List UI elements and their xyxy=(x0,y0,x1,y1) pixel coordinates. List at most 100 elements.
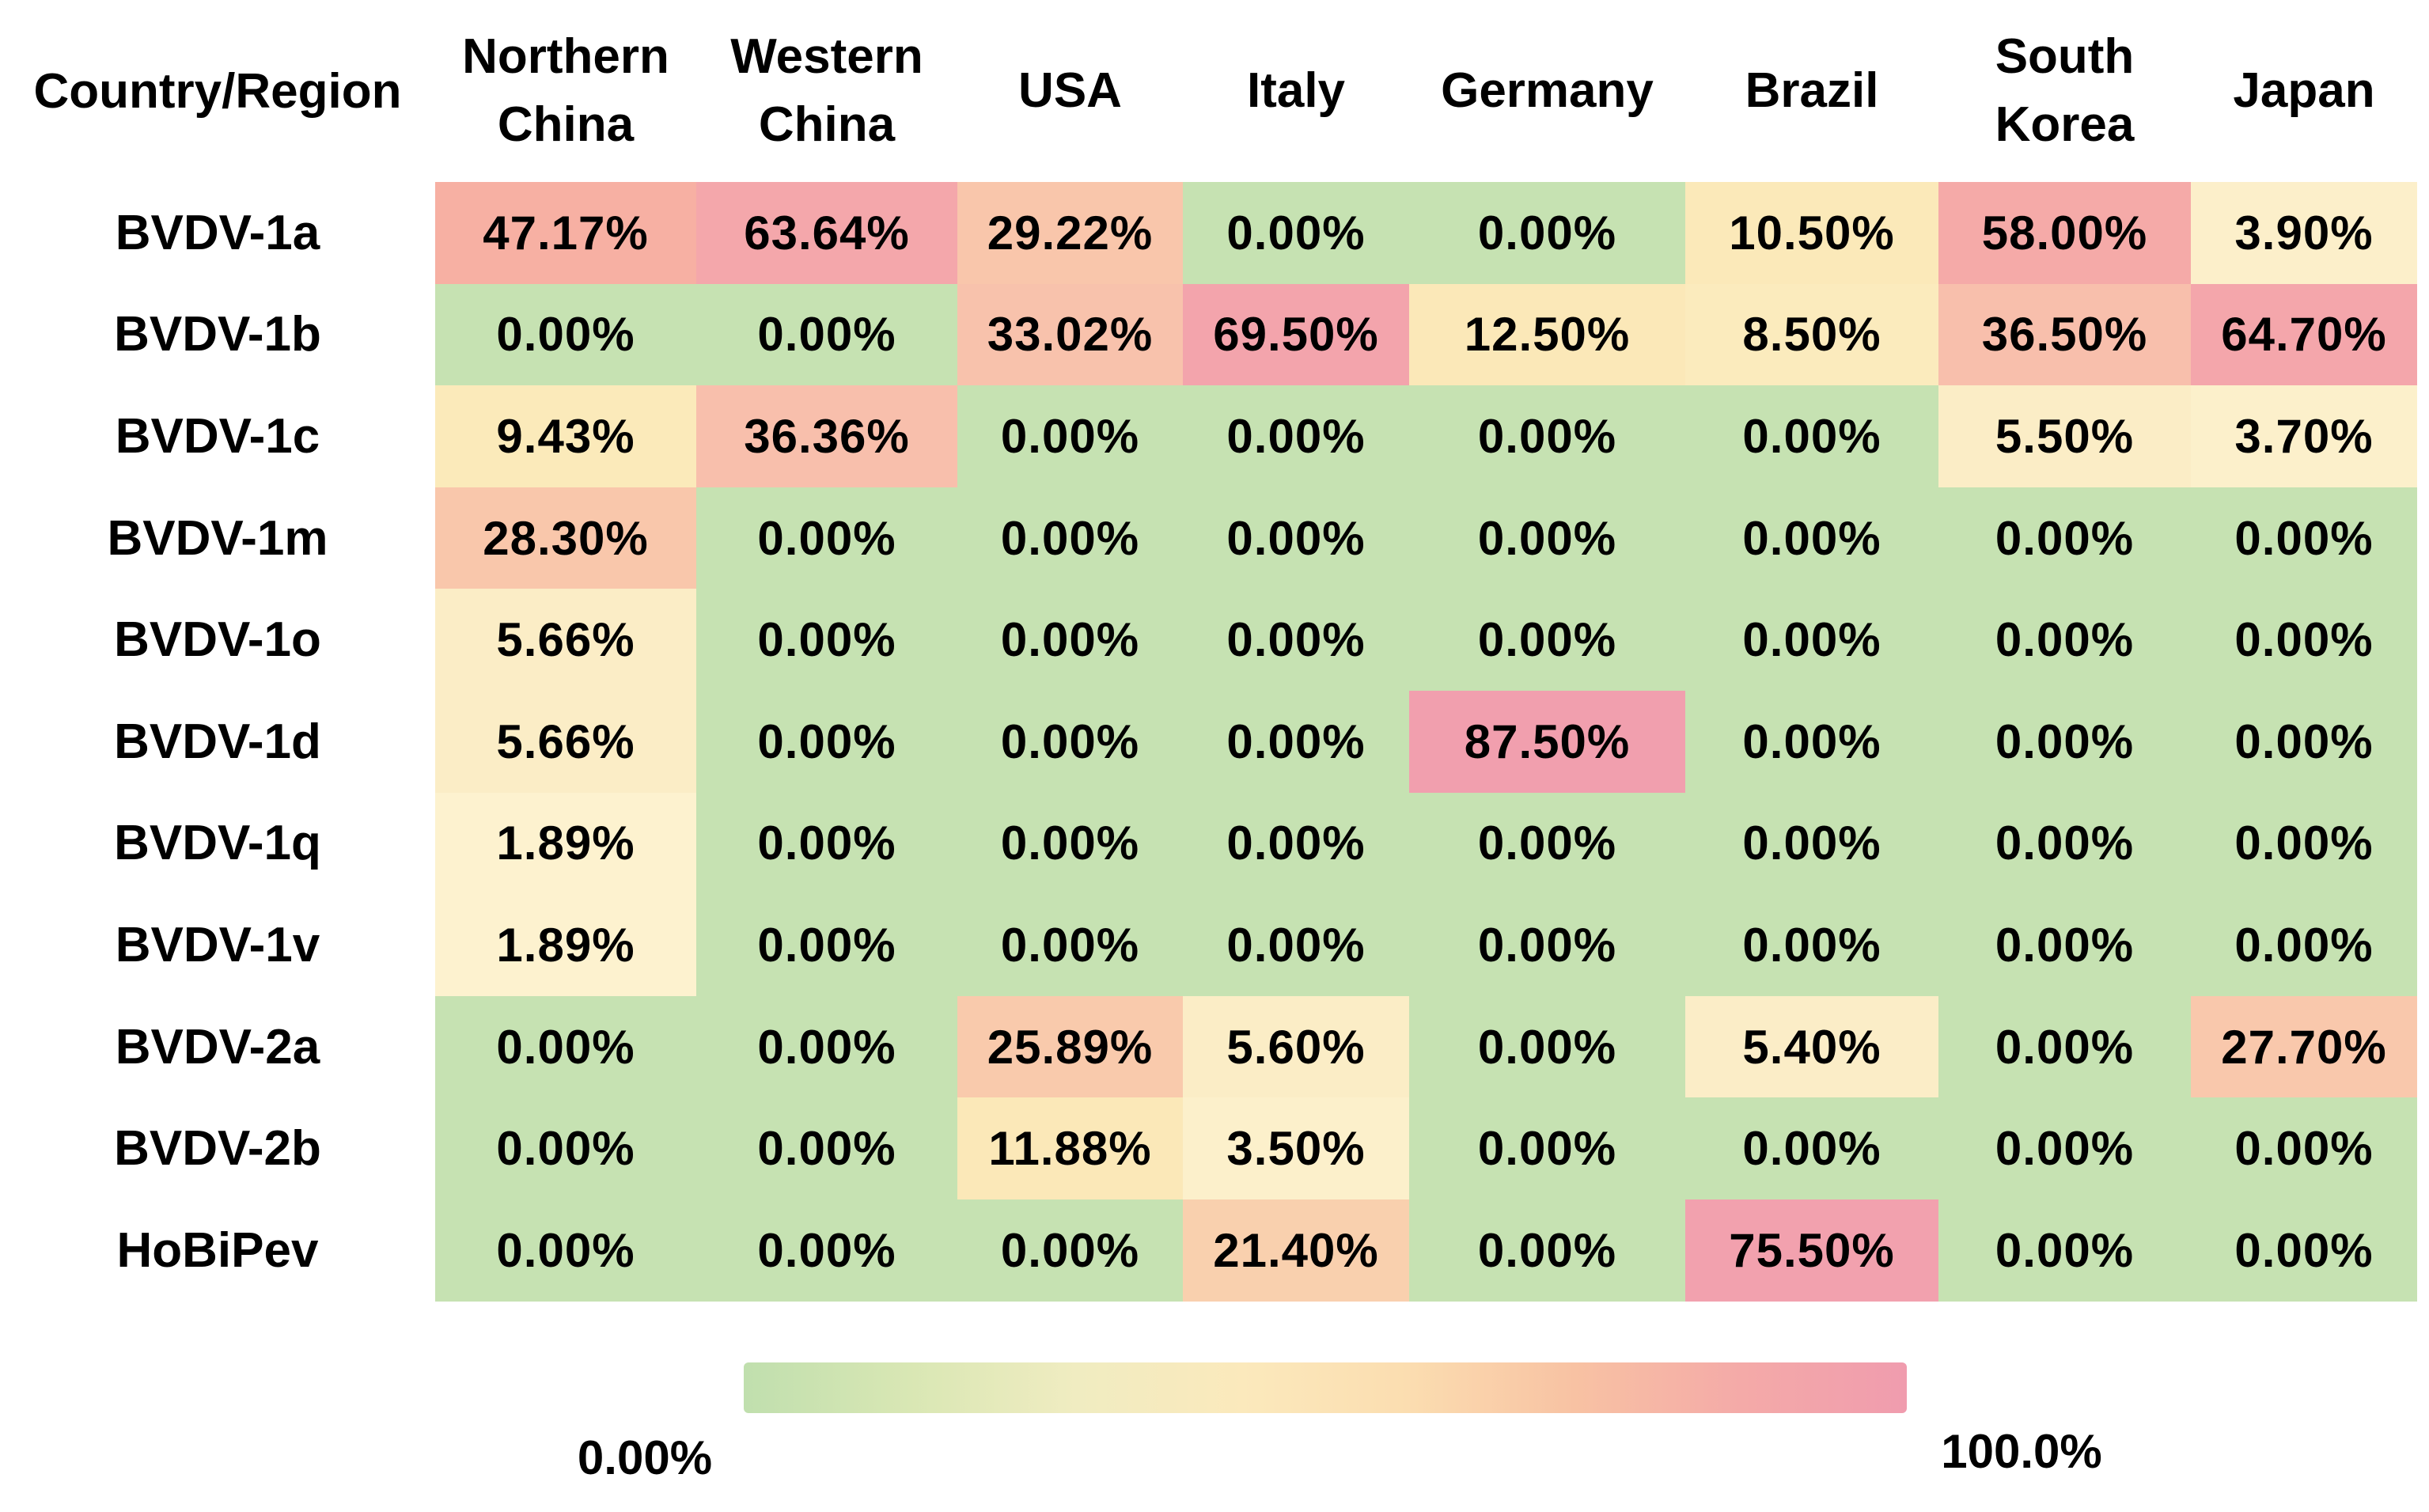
heatmap-cell: 0.00% xyxy=(1409,1199,1685,1302)
heatmap-cell: 5.60% xyxy=(1183,995,1409,1098)
heatmap-cell: 0.00% xyxy=(2191,589,2417,691)
row-label: BVDV-1m xyxy=(0,487,435,589)
heatmap-cell: 1.89% xyxy=(435,894,696,996)
heatmap-cell: 63.64% xyxy=(696,182,957,284)
heatmap-cell: 0.00% xyxy=(1409,182,1685,284)
heatmap-cell: 0.00% xyxy=(696,792,957,895)
heatmap-cell: 0.00% xyxy=(1183,792,1409,895)
heatmap-cell: 0.00% xyxy=(2191,487,2417,589)
heatmap-cell: 0.00% xyxy=(696,487,957,589)
heatmap-cell: 0.00% xyxy=(1685,690,1938,793)
heatmap-cell: 0.00% xyxy=(696,283,957,386)
heatmap-cell: 0.00% xyxy=(957,792,1183,895)
heatmap-cell: 21.40% xyxy=(1183,1199,1409,1302)
column-header: South Korea xyxy=(1938,0,2191,182)
row-label: BVDV-1d xyxy=(0,690,435,793)
column-header: Italy xyxy=(1183,0,1409,182)
heatmap-cell: 69.50% xyxy=(1183,283,1409,386)
heatmap-cell: 0.00% xyxy=(1938,792,2191,895)
column-header: Northern China xyxy=(435,0,696,182)
heatmap-cell: 0.00% xyxy=(957,894,1183,996)
heatmap-cell: 5.66% xyxy=(435,690,696,793)
heatmap-cell: 0.00% xyxy=(1938,487,2191,589)
heatmap-cell: 5.66% xyxy=(435,589,696,691)
heatmap-cell: 0.00% xyxy=(1685,894,1938,996)
heatmap-cell: 0.00% xyxy=(1409,589,1685,691)
heatmap-cell: 9.43% xyxy=(435,385,696,487)
row-label: BVDV-1v xyxy=(0,894,435,996)
heatmap-cell: 3.70% xyxy=(2191,385,2417,487)
heatmap-cell: 64.70% xyxy=(2191,283,2417,386)
row-label: BVDV-2a xyxy=(0,995,435,1098)
heatmap-cell: 0.00% xyxy=(1685,487,1938,589)
heatmap-cell: 8.50% xyxy=(1685,283,1938,386)
heatmap-cell: 0.00% xyxy=(1409,385,1685,487)
heatmap-cell: 0.00% xyxy=(1409,1097,1685,1199)
heatmap-cell: 0.00% xyxy=(1183,690,1409,793)
heatmap-cell: 36.50% xyxy=(1938,283,2191,386)
heatmap-cell: 0.00% xyxy=(1183,894,1409,996)
heatmap-cell: 0.00% xyxy=(2191,690,2417,793)
heatmap-cell: 0.00% xyxy=(1938,995,2191,1098)
heatmap-cell: 0.00% xyxy=(1409,894,1685,996)
heatmap-cell: 0.00% xyxy=(1409,995,1685,1098)
column-header: Brazil xyxy=(1685,0,1938,182)
heatmap-cell: 47.17% xyxy=(435,182,696,284)
heatmap-cell: 12.50% xyxy=(1409,283,1685,386)
heatmap-cell: 0.00% xyxy=(1183,182,1409,284)
heatmap-cell: 0.00% xyxy=(1938,1199,2191,1302)
row-label: BVDV-1c xyxy=(0,385,435,487)
heatmap-cell: 0.00% xyxy=(1409,487,1685,589)
heatmap-cell: 0.00% xyxy=(1183,385,1409,487)
heatmap-cell: 36.36% xyxy=(696,385,957,487)
row-label: HoBiPev xyxy=(0,1199,435,1302)
heatmap-cell: 0.00% xyxy=(1685,385,1938,487)
heatmap-cell: 58.00% xyxy=(1938,182,2191,284)
column-header: USA xyxy=(957,0,1183,182)
heatmap-table: Country/Region Northern China Western Chin… xyxy=(0,0,2417,1302)
legend-min-label: 0.00% xyxy=(577,1431,713,1484)
heatmap-cell: 0.00% xyxy=(957,589,1183,691)
column-header: Germany xyxy=(1409,0,1685,182)
heatmap-cell: 0.00% xyxy=(696,995,957,1098)
heatmap-cell: 0.00% xyxy=(1183,487,1409,589)
heatmap-cell: 3.90% xyxy=(2191,182,2417,284)
heatmap-cell: 11.88% xyxy=(957,1097,1183,1199)
heatmap-cell: 3.50% xyxy=(1183,1097,1409,1199)
heatmap-cell: 0.00% xyxy=(957,487,1183,589)
row-label: BVDV-1q xyxy=(0,792,435,895)
heatmap-cell: 0.00% xyxy=(435,995,696,1098)
heatmap-cell: 0.00% xyxy=(957,385,1183,487)
heatmap-cell: 5.40% xyxy=(1685,995,1938,1098)
column-header: Western China xyxy=(696,0,957,182)
heatmap-cell: 0.00% xyxy=(1685,792,1938,895)
heatmap-cell: 28.30% xyxy=(435,487,696,589)
legend-max-label: 100.0% xyxy=(1941,1425,2102,1478)
heatmap-cell: 0.00% xyxy=(1938,894,2191,996)
heatmap-cell: 75.50% xyxy=(1685,1199,1938,1302)
heatmap-cell: 0.00% xyxy=(435,283,696,386)
heatmap-cell: 0.00% xyxy=(1938,1097,2191,1199)
heatmap-cell: 33.02% xyxy=(957,283,1183,386)
heatmap-cell: 0.00% xyxy=(696,589,957,691)
heatmap-cell: 0.00% xyxy=(696,894,957,996)
heatmap-cell: 27.70% xyxy=(2191,995,2417,1098)
heatmap-cell: 0.00% xyxy=(1938,690,2191,793)
color-gradient-bar xyxy=(744,1362,1907,1413)
row-label: BVDV-1b xyxy=(0,283,435,386)
heatmap-cell: 10.50% xyxy=(1685,182,1938,284)
heatmap-cell: 0.00% xyxy=(1938,589,2191,691)
heatmap-cell: 1.89% xyxy=(435,792,696,895)
heatmap-cell: 0.00% xyxy=(1409,792,1685,895)
row-label: BVDV-1o xyxy=(0,589,435,691)
heatmap-cell: 0.00% xyxy=(696,1097,957,1199)
heatmap-cell: 0.00% xyxy=(2191,1097,2417,1199)
row-label: BVDV-1a xyxy=(0,182,435,284)
heatmap-cell: 0.00% xyxy=(435,1199,696,1302)
heatmap-cell: 25.89% xyxy=(957,995,1183,1098)
heatmap-cell: 0.00% xyxy=(957,1199,1183,1302)
heatmap-cell: 0.00% xyxy=(2191,1199,2417,1302)
heatmap-cell: 0.00% xyxy=(2191,894,2417,996)
heatmap-cell: 0.00% xyxy=(1685,589,1938,691)
